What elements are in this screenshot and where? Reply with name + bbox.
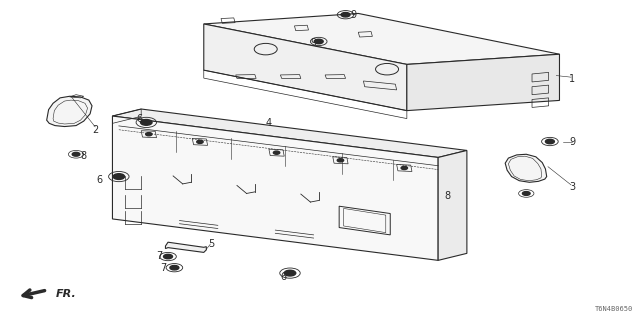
Polygon shape	[113, 116, 438, 260]
Polygon shape	[204, 13, 559, 64]
Polygon shape	[438, 150, 467, 260]
Text: 1: 1	[569, 74, 575, 84]
Polygon shape	[204, 24, 407, 111]
Text: 7: 7	[156, 251, 162, 260]
Text: T6N4B0650: T6N4B0650	[595, 306, 633, 312]
Text: 9: 9	[310, 38, 317, 48]
Text: 6: 6	[280, 272, 287, 282]
Circle shape	[170, 266, 179, 270]
Circle shape	[113, 174, 125, 180]
Circle shape	[341, 12, 350, 17]
Circle shape	[401, 166, 408, 170]
Text: FR.: FR.	[56, 289, 77, 299]
Circle shape	[72, 152, 80, 156]
Text: 8: 8	[81, 151, 87, 161]
Text: 2: 2	[92, 125, 99, 135]
Polygon shape	[47, 96, 92, 126]
Text: 9: 9	[569, 138, 575, 148]
Polygon shape	[113, 109, 467, 157]
Circle shape	[545, 139, 554, 144]
Text: 6: 6	[137, 114, 143, 124]
Circle shape	[196, 140, 203, 143]
Circle shape	[314, 39, 323, 44]
Circle shape	[164, 254, 173, 259]
Text: 8: 8	[445, 191, 451, 201]
Polygon shape	[166, 242, 206, 252]
Circle shape	[273, 151, 280, 154]
Text: 5: 5	[208, 239, 214, 249]
Polygon shape	[407, 54, 559, 111]
Polygon shape	[505, 154, 547, 182]
Circle shape	[337, 159, 344, 162]
Circle shape	[141, 120, 152, 125]
Text: 9: 9	[351, 10, 357, 20]
Text: 6: 6	[97, 175, 103, 185]
Circle shape	[146, 132, 152, 136]
Text: 4: 4	[266, 118, 272, 128]
Text: 3: 3	[569, 182, 575, 192]
Circle shape	[284, 270, 296, 276]
Circle shape	[522, 192, 530, 196]
Text: 7: 7	[161, 263, 166, 273]
